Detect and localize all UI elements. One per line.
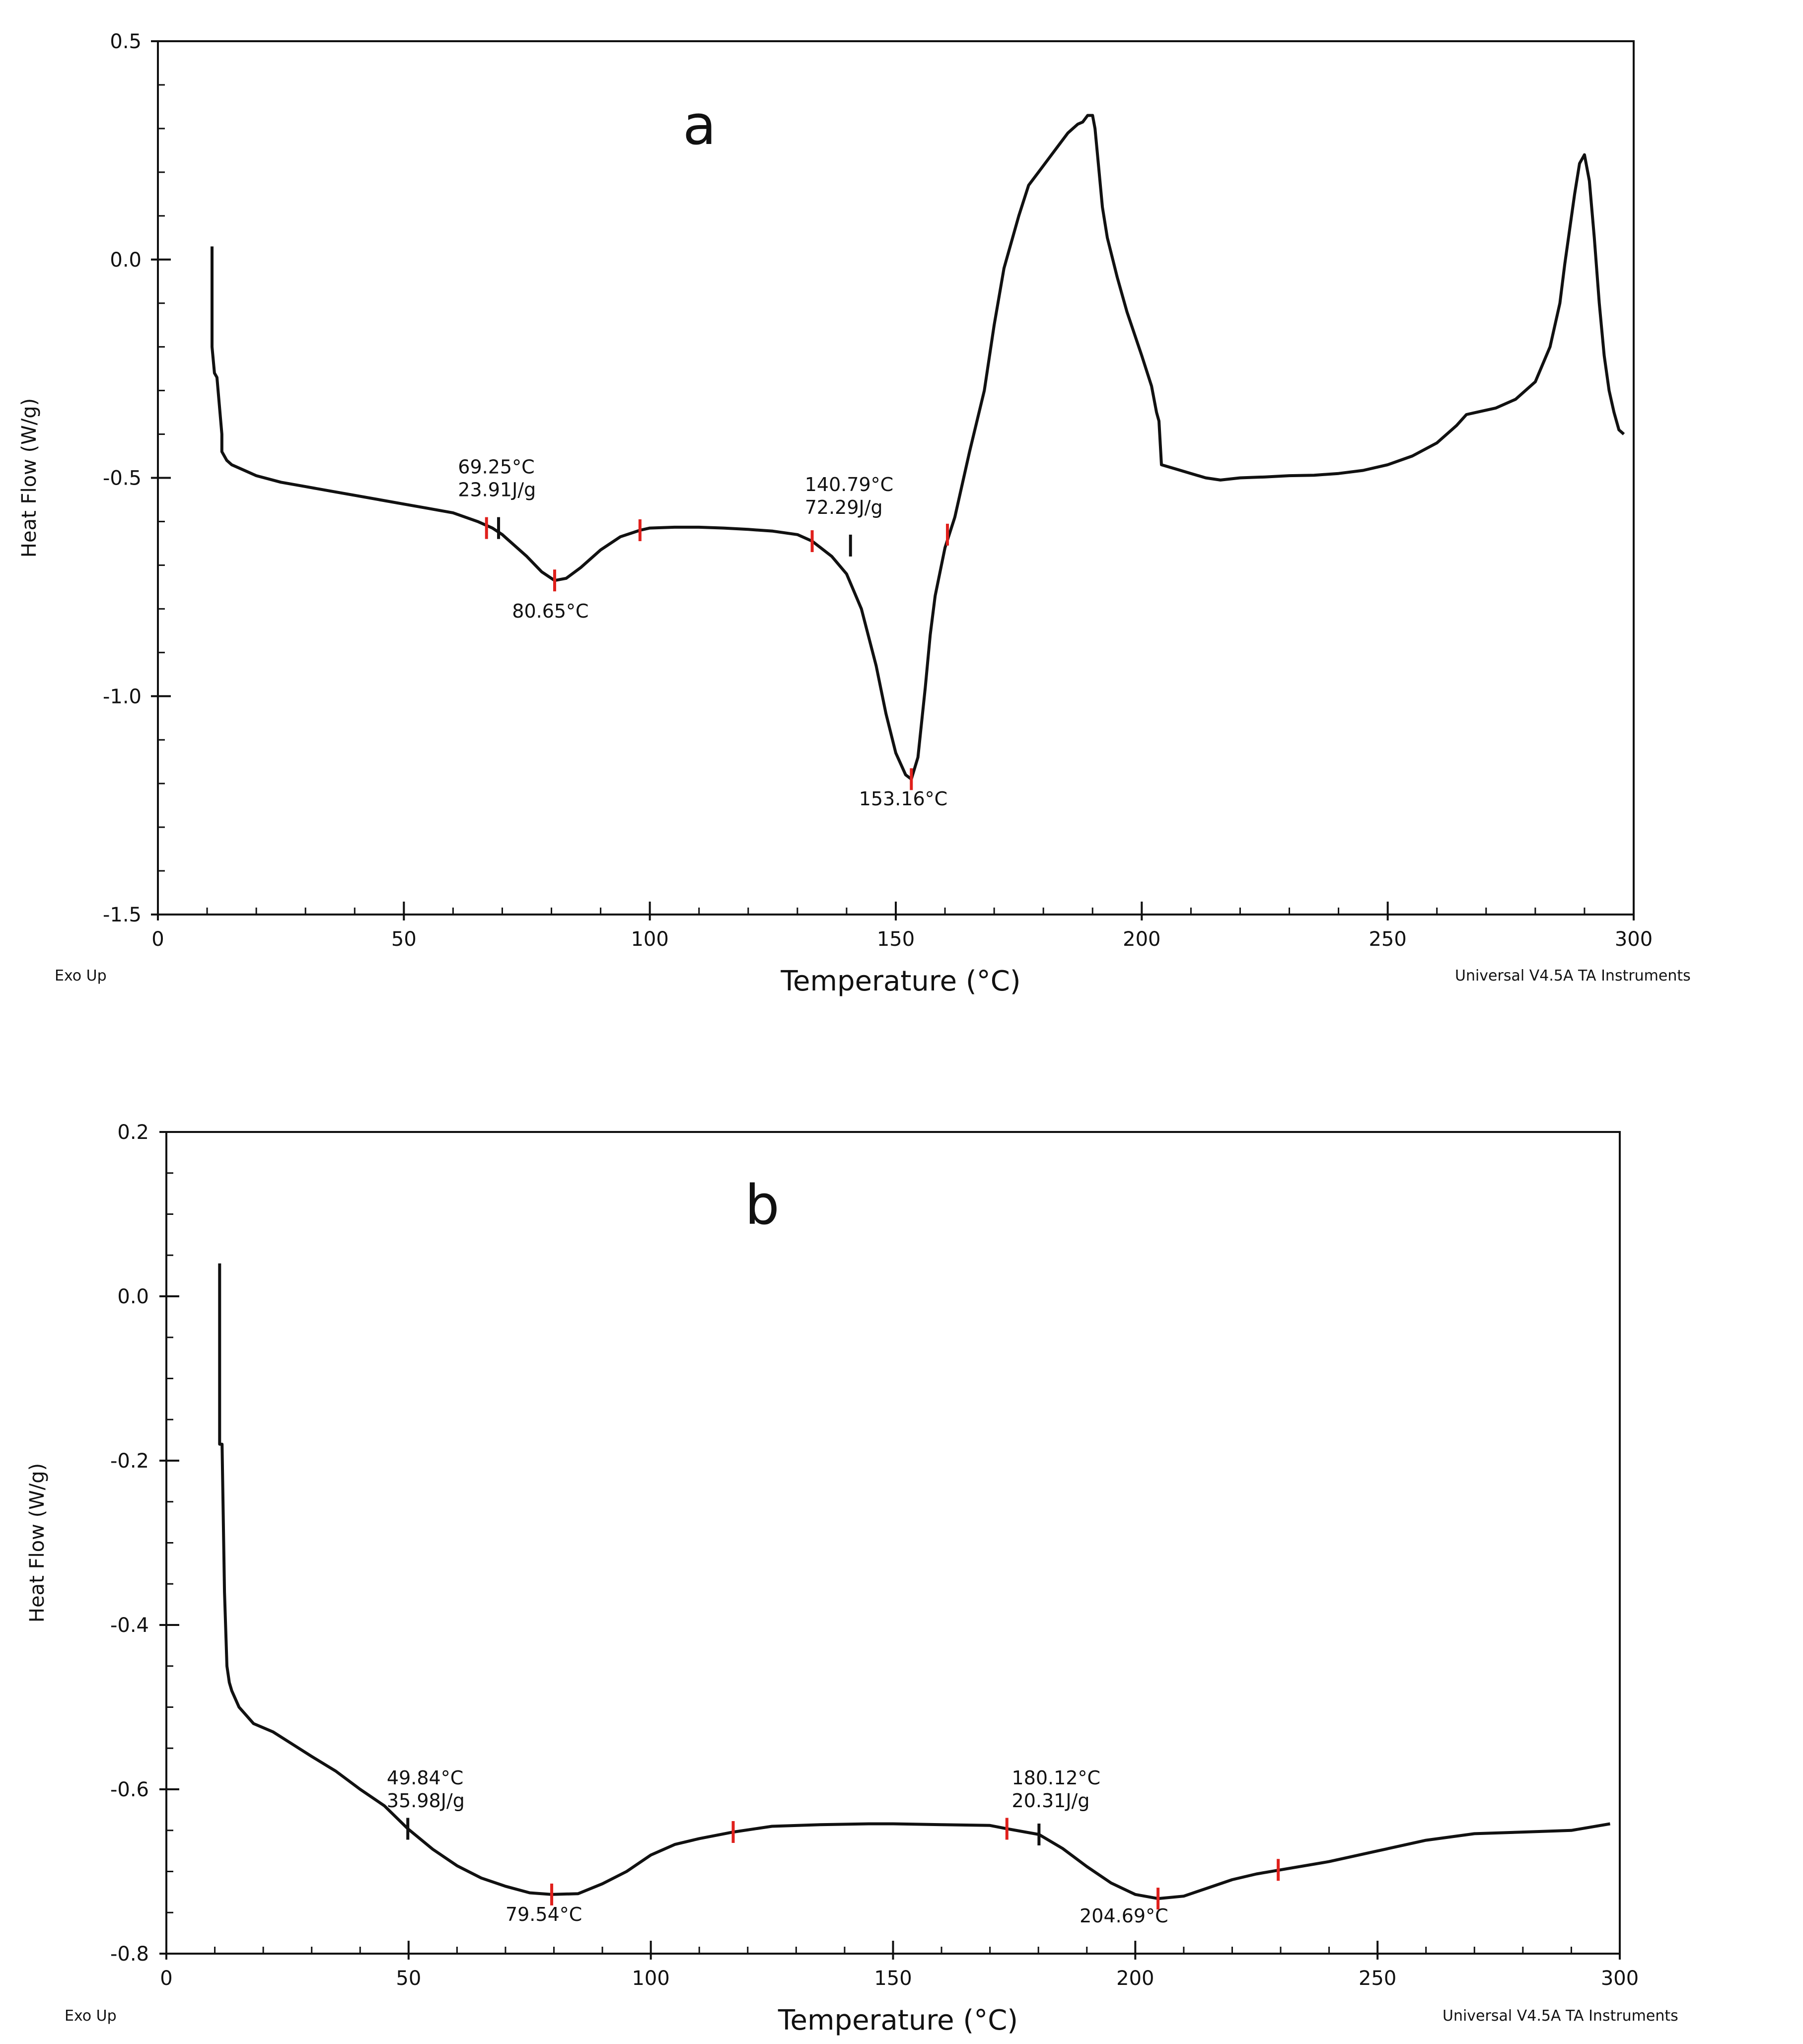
- plot-frame: [165, 1131, 1621, 1955]
- y-tick-label: -0.2: [110, 1450, 149, 1473]
- x-tick-label: 200: [1123, 928, 1160, 951]
- peak-annotation: 49.84°C: [387, 1767, 463, 1789]
- x-tick-label: 100: [632, 1967, 669, 1990]
- x-tick-label: 300: [1615, 928, 1653, 951]
- x-tick-label: 250: [1359, 1967, 1396, 1990]
- peak-annotation: 204.69°C: [1080, 1905, 1168, 1927]
- x-tick-label: 0: [151, 928, 164, 951]
- dsc-curve-series-0: [218, 1263, 1611, 1901]
- peak-annotation: 72.29J/g: [805, 496, 883, 518]
- x-tick-label: 250: [1369, 928, 1406, 951]
- peak-annotation: 80.65°C: [512, 600, 588, 622]
- peak-annotation: 79.54°C: [505, 1903, 582, 1925]
- panel-label: b: [745, 1173, 780, 1237]
- plot-frame: [157, 40, 1635, 916]
- y-tick-label: -1.5: [103, 904, 142, 926]
- peak-annotation: 20.31J/g: [1012, 1790, 1090, 1812]
- y-tick-label: 0.0: [117, 1285, 149, 1308]
- y-tick-label: -0.4: [110, 1614, 149, 1637]
- peak-annotation: 153.16°C: [859, 788, 948, 810]
- x-tick-label: 100: [631, 928, 668, 951]
- x-axis-title: Temperature (°C): [780, 965, 1020, 997]
- y-tick-label: -1.0: [103, 685, 142, 708]
- y-axis-title: Heat Flow (W/g): [18, 398, 41, 558]
- peak-annotation: 35.98J/g: [387, 1790, 465, 1812]
- peak-annotation: 180.12°C: [1012, 1767, 1101, 1789]
- x-tick-label: 300: [1601, 1967, 1639, 1990]
- x-tick-label: 200: [1116, 1967, 1154, 1990]
- peak-annotation: 23.91J/g: [458, 479, 536, 501]
- chart-panel-a: -1.5 -1.0 -0.5 0.0 0.5 0 50 100 150 200 250 300 Temp…: [18, 30, 1691, 997]
- chart-panel-b: -0.8 -0.6 -0.4 -0.2 0.0 0.2 0 50 100 150 200 250 300…: [26, 1121, 1678, 2037]
- peak-annotation: 140.79°C: [805, 474, 894, 495]
- y-tick-label: 0.2: [117, 1121, 149, 1144]
- y-axis-title: Heat Flow (W/g): [26, 1463, 49, 1622]
- y-tick-label: -0.6: [110, 1778, 149, 1801]
- x-axis-title: Temperature (°C): [778, 2004, 1018, 2037]
- x-tick-label: 50: [396, 1967, 421, 1990]
- panel-label: a: [683, 93, 716, 157]
- x-tick-label: 150: [874, 1967, 912, 1990]
- dsc-curve-series-0: [211, 114, 1625, 781]
- x-tick-label: 150: [877, 928, 915, 951]
- x-tick-label: 0: [160, 1967, 172, 1990]
- y-tick-label: 0.5: [110, 30, 142, 53]
- exo-up-label: Exo Up: [55, 967, 107, 985]
- y-tick-label: -0.8: [110, 1943, 149, 1966]
- instrument-label: Universal V4.5A TA Instruments: [1455, 967, 1691, 985]
- y-tick-label: -0.5: [103, 467, 142, 490]
- exo-up-label: Exo Up: [65, 2007, 117, 2025]
- x-tick-label: 50: [391, 928, 417, 951]
- peak-annotation: 69.25°C: [458, 456, 534, 478]
- y-tick-label: 0.0: [110, 249, 142, 272]
- instrument-label: Universal V4.5A TA Instruments: [1442, 2007, 1678, 2025]
